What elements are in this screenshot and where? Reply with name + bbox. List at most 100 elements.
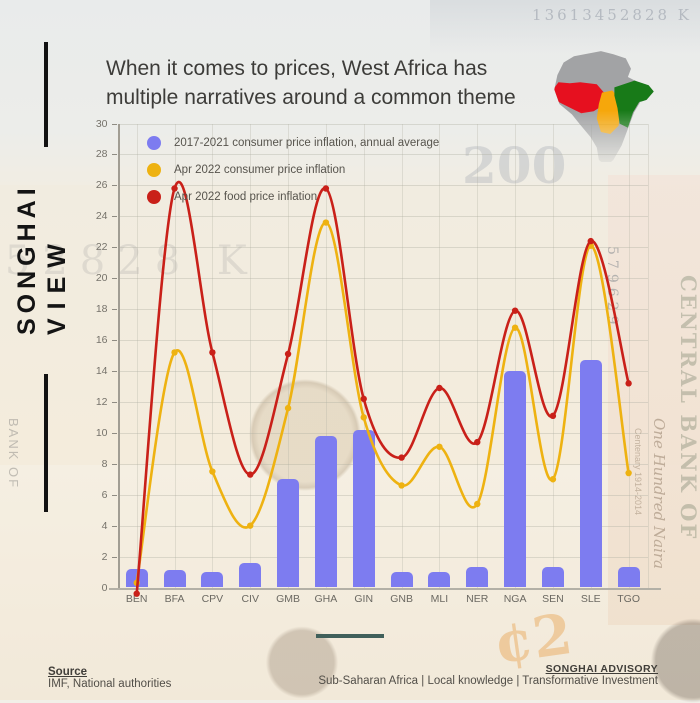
bar-TGO	[617, 567, 640, 588]
gridline-horizontal	[117, 494, 648, 496]
x-axis-category-label: BEN	[125, 592, 148, 605]
y-axis-tick-label: 6	[101, 488, 108, 501]
gridline-vertical	[552, 123, 554, 588]
gridline-horizontal	[117, 556, 648, 558]
bar-SLE	[579, 360, 602, 588]
y-axis-tick-label: 10	[95, 426, 108, 439]
y-axis-tick-label: 12	[95, 395, 108, 408]
bg-centenary-text: Centenary 1914-2014	[633, 428, 643, 516]
x-axis-category-label: GHA	[314, 592, 338, 605]
gridline-horizontal	[117, 309, 648, 311]
gridline-horizontal	[117, 278, 648, 280]
y-axis-tick	[111, 401, 117, 403]
gridline-horizontal	[117, 185, 648, 187]
legend-item-food-apr2022: Apr 2022 food price inflation	[147, 190, 317, 204]
africa-region-map	[554, 51, 654, 162]
bar-NGA	[504, 370, 527, 588]
source-label: Source	[48, 666, 87, 678]
bar-GHA	[314, 435, 337, 588]
y-axis-tick	[111, 525, 117, 527]
y-axis-tick	[111, 278, 117, 280]
gridline-horizontal	[117, 370, 648, 372]
gridline-vertical	[648, 123, 649, 588]
y-axis-tick-label: 28	[95, 148, 108, 161]
advisory-tagline: Sub-Saharan Africa | Local knowledge | T…	[318, 675, 658, 687]
legend-item-average-inflation: 2017-2021 consumer price inflation, annu…	[147, 136, 439, 150]
brand-rule-bottom	[44, 374, 48, 512]
y-axis-tick-label: 4	[101, 519, 108, 532]
gridline-horizontal	[117, 463, 648, 465]
source-block: Source IMF, National authorities	[48, 666, 171, 690]
bar-GNB	[390, 572, 413, 588]
y-axis-tick-label: 0	[101, 581, 108, 594]
bar-MLI	[428, 572, 451, 588]
x-axis-category-label: CIV	[241, 592, 259, 605]
y-axis-tick	[111, 370, 117, 372]
page-title-line2: multiple narratives around a common them…	[106, 86, 516, 109]
footer-divider-line	[316, 634, 384, 638]
x-axis-category-label: BFA	[164, 592, 185, 605]
bg-top-shade	[430, 0, 700, 55]
y-axis-tick	[111, 494, 117, 496]
x-axis-category-label: NGA	[503, 592, 527, 605]
y-axis-tick	[111, 432, 117, 434]
page-title: When it comes to prices, West Africa has…	[106, 54, 516, 112]
gridline-vertical	[401, 123, 403, 588]
y-axis-tick-label: 16	[95, 334, 108, 347]
gridline-horizontal	[117, 525, 648, 527]
y-axis-tick	[111, 154, 117, 156]
y-axis-tick-label: 24	[95, 210, 108, 223]
bg-one-hundred-naira-text: One Hundred Naira	[650, 418, 668, 570]
legend-item-cpi-apr2022: Apr 2022 consumer price inflation	[147, 163, 345, 177]
advisory-label: SONGHAI ADVISORY	[545, 663, 658, 675]
bar-GIN	[352, 429, 375, 588]
songhai-view-vertical-wordmark: SONGHAI VIEW	[12, 183, 72, 335]
bar-BEN	[125, 568, 148, 588]
x-axis-category-label: SLE	[580, 592, 601, 605]
x-axis-line	[108, 587, 661, 590]
y-axis-line	[117, 123, 120, 590]
advisory-block: SONGHAI ADVISORY Sub-Saharan Africa | Lo…	[318, 663, 658, 687]
line-food-inflation	[135, 180, 630, 595]
y-axis-tick	[111, 463, 117, 465]
bg-central-bank-text: CENTRAL BANK OF	[676, 275, 700, 541]
bar-CIV	[239, 562, 262, 588]
y-axis-tick-label: 2	[101, 550, 108, 563]
legend-label: Apr 2022 food price inflation	[174, 191, 318, 203]
x-axis-category-label: GIN	[354, 592, 374, 605]
map-west-africa-red	[554, 82, 605, 114]
y-axis-tick	[111, 216, 117, 218]
legend-label: Apr 2022 consumer price inflation	[174, 164, 346, 176]
bar-BFA	[163, 570, 186, 588]
gridline-vertical	[439, 123, 441, 588]
gridline-horizontal	[117, 216, 648, 218]
gridline-vertical	[628, 123, 630, 588]
legend-label: 2017-2021 consumer price inflation, annu…	[174, 137, 440, 149]
x-axis-category-label: GMB	[276, 592, 300, 605]
y-axis-tick	[111, 185, 117, 187]
gridline-horizontal	[117, 340, 648, 342]
y-axis-tick	[111, 123, 117, 125]
y-axis-tick-label: 22	[95, 241, 108, 254]
bar-CPV	[201, 572, 224, 588]
x-axis-category-label: GNB	[390, 592, 413, 605]
x-axis-category-label: NER	[466, 592, 489, 605]
x-axis-category-label: TGO	[617, 592, 640, 605]
map-east-africa-green	[614, 80, 654, 128]
y-axis-tick-label: 20	[95, 272, 108, 285]
y-axis-tick-label: 8	[101, 457, 108, 470]
legend-dot-blue-icon	[147, 136, 161, 150]
x-axis-category-label: MLI	[430, 592, 449, 605]
y-axis-tick-label: 18	[95, 303, 108, 316]
legend-dot-red-icon	[147, 190, 161, 204]
source-value: IMF, National authorities	[48, 678, 172, 690]
map-central-africa-orange	[596, 90, 621, 135]
y-axis-tick	[111, 340, 117, 342]
bar-NER	[466, 567, 489, 588]
gridline-horizontal	[117, 432, 648, 434]
gridline-horizontal	[117, 154, 648, 156]
x-axis-category-label: SEN	[542, 592, 564, 605]
gridline-horizontal	[117, 401, 648, 403]
x-axis-category-label: CPV	[201, 592, 224, 605]
gridline-vertical	[136, 123, 138, 588]
